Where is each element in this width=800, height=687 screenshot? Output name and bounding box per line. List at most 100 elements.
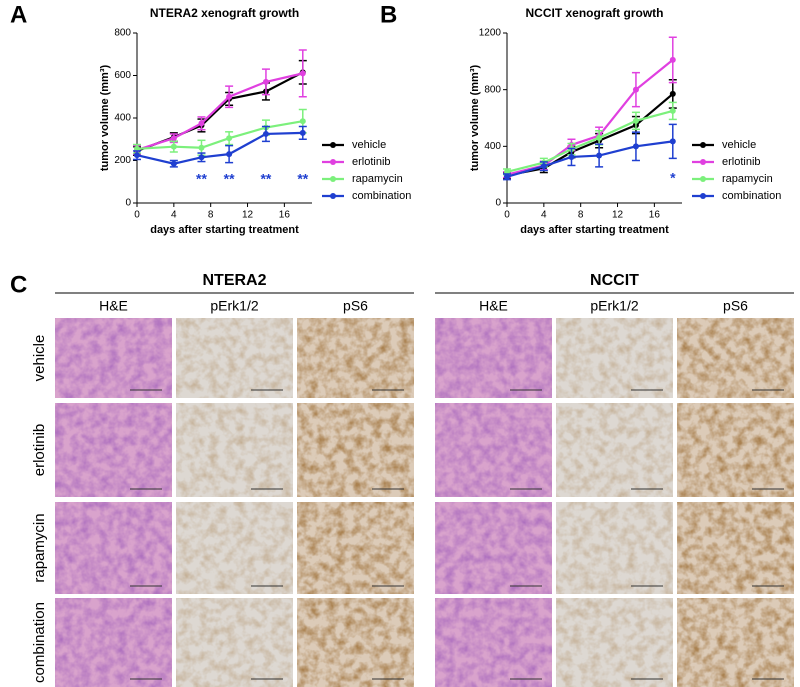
row-label: erlotinib: [31, 424, 48, 477]
legend-label: vehicle: [352, 139, 386, 151]
legend-marker: [700, 159, 706, 165]
panel-letter: A: [10, 1, 27, 28]
series-line: [136, 71, 304, 152]
significance: **: [260, 170, 271, 186]
data-point: [170, 135, 177, 142]
legend-marker: [330, 193, 336, 199]
micrograph-texture: [677, 502, 794, 594]
micrograph-texture: [55, 502, 172, 594]
data-point: [226, 135, 233, 142]
chart-title: NCCIT xenograft growth: [526, 6, 664, 20]
legend-label: erlotinib: [722, 156, 761, 168]
group-title: NCCIT: [590, 272, 639, 289]
column-header: pS6: [723, 298, 748, 314]
series-line: [506, 140, 673, 178]
data-point: [262, 78, 269, 85]
chart-title: NTERA2 xenograft growth: [150, 6, 299, 20]
column-header: pErk1/2: [590, 298, 638, 314]
data-point: [226, 93, 233, 100]
significance: **: [297, 170, 308, 186]
data-point: [540, 163, 547, 170]
data-point: [134, 152, 140, 159]
group-title: NTERA2: [202, 272, 266, 289]
legend-label: combination: [352, 190, 411, 202]
y-tick-label: 400: [484, 141, 501, 152]
data-point: [568, 153, 575, 160]
column-header: H&E: [479, 298, 508, 314]
data-point: [198, 120, 205, 127]
data-point: [299, 129, 306, 136]
panel-letter: B: [380, 1, 397, 28]
micrograph-texture: [176, 598, 293, 687]
data-point: [632, 143, 639, 150]
micrograph-texture: [556, 502, 673, 594]
micrograph-texture: [677, 318, 794, 398]
x-tick-label: 16: [279, 210, 291, 221]
column-header: pErk1/2: [210, 298, 258, 314]
legend-marker: [330, 142, 336, 148]
micrograph-texture: [435, 598, 552, 687]
micrograph-texture: [435, 318, 552, 398]
micrograph-texture: [677, 403, 794, 497]
data-point: [504, 173, 510, 180]
data-point: [198, 154, 205, 161]
legend-label: combination: [722, 190, 781, 202]
x-axis-label: days after starting treatment: [150, 224, 299, 236]
x-tick-label: 8: [208, 210, 214, 221]
micrograph-texture: [55, 403, 172, 497]
column-header: pS6: [343, 298, 368, 314]
data-point: [632, 117, 639, 124]
legend-marker: [700, 176, 706, 182]
x-tick-label: 0: [134, 210, 140, 221]
micrograph-texture: [176, 502, 293, 594]
y-axis-label: tumor volume (mm³): [99, 64, 111, 171]
micrograph-texture: [297, 502, 414, 594]
data-point: [669, 56, 676, 63]
micrograph-texture: [55, 318, 172, 398]
data-point: [632, 86, 639, 93]
y-axis-label: tumor volume (mm³): [469, 64, 481, 171]
series-line: [506, 93, 674, 177]
micrograph-texture: [297, 403, 414, 497]
y-tick-label: 0: [495, 198, 501, 209]
y-tick-label: 400: [114, 113, 131, 124]
panel-letter: C: [10, 271, 27, 298]
data-point: [262, 130, 269, 137]
y-tick-label: 0: [125, 198, 131, 209]
y-tick-label: 1200: [479, 28, 502, 39]
x-tick-label: 12: [612, 210, 624, 221]
x-tick-label: 12: [242, 210, 254, 221]
significance: *: [670, 170, 676, 186]
micrograph-texture: [297, 598, 414, 687]
x-tick-label: 4: [171, 210, 177, 221]
data-point: [170, 160, 177, 167]
data-point: [669, 138, 676, 145]
x-tick-label: 8: [578, 210, 584, 221]
data-point: [669, 90, 676, 97]
x-tick-label: 0: [504, 210, 510, 221]
legend-marker: [700, 193, 706, 199]
row-label: combination: [31, 602, 48, 683]
y-tick-label: 800: [484, 84, 501, 95]
micrograph-texture: [176, 403, 293, 497]
micrograph-texture: [556, 318, 673, 398]
legend-label: rapamycin: [722, 173, 773, 185]
column-header: H&E: [99, 298, 128, 314]
legend-marker: [330, 176, 336, 182]
series-line: [136, 120, 303, 150]
series-line: [136, 131, 303, 165]
micrograph-texture: [556, 403, 673, 497]
significance: **: [196, 170, 207, 186]
x-tick-label: 16: [649, 210, 661, 221]
series-line: [506, 109, 674, 173]
data-point: [669, 107, 676, 114]
data-point: [198, 144, 205, 151]
data-point: [596, 152, 603, 159]
x-axis-label: days after starting treatment: [520, 224, 669, 236]
data-point: [299, 118, 306, 125]
series-line: [136, 72, 304, 151]
data-point: [226, 151, 233, 158]
row-label: vehicle: [31, 335, 48, 382]
row-label: rapamycin: [31, 513, 48, 582]
